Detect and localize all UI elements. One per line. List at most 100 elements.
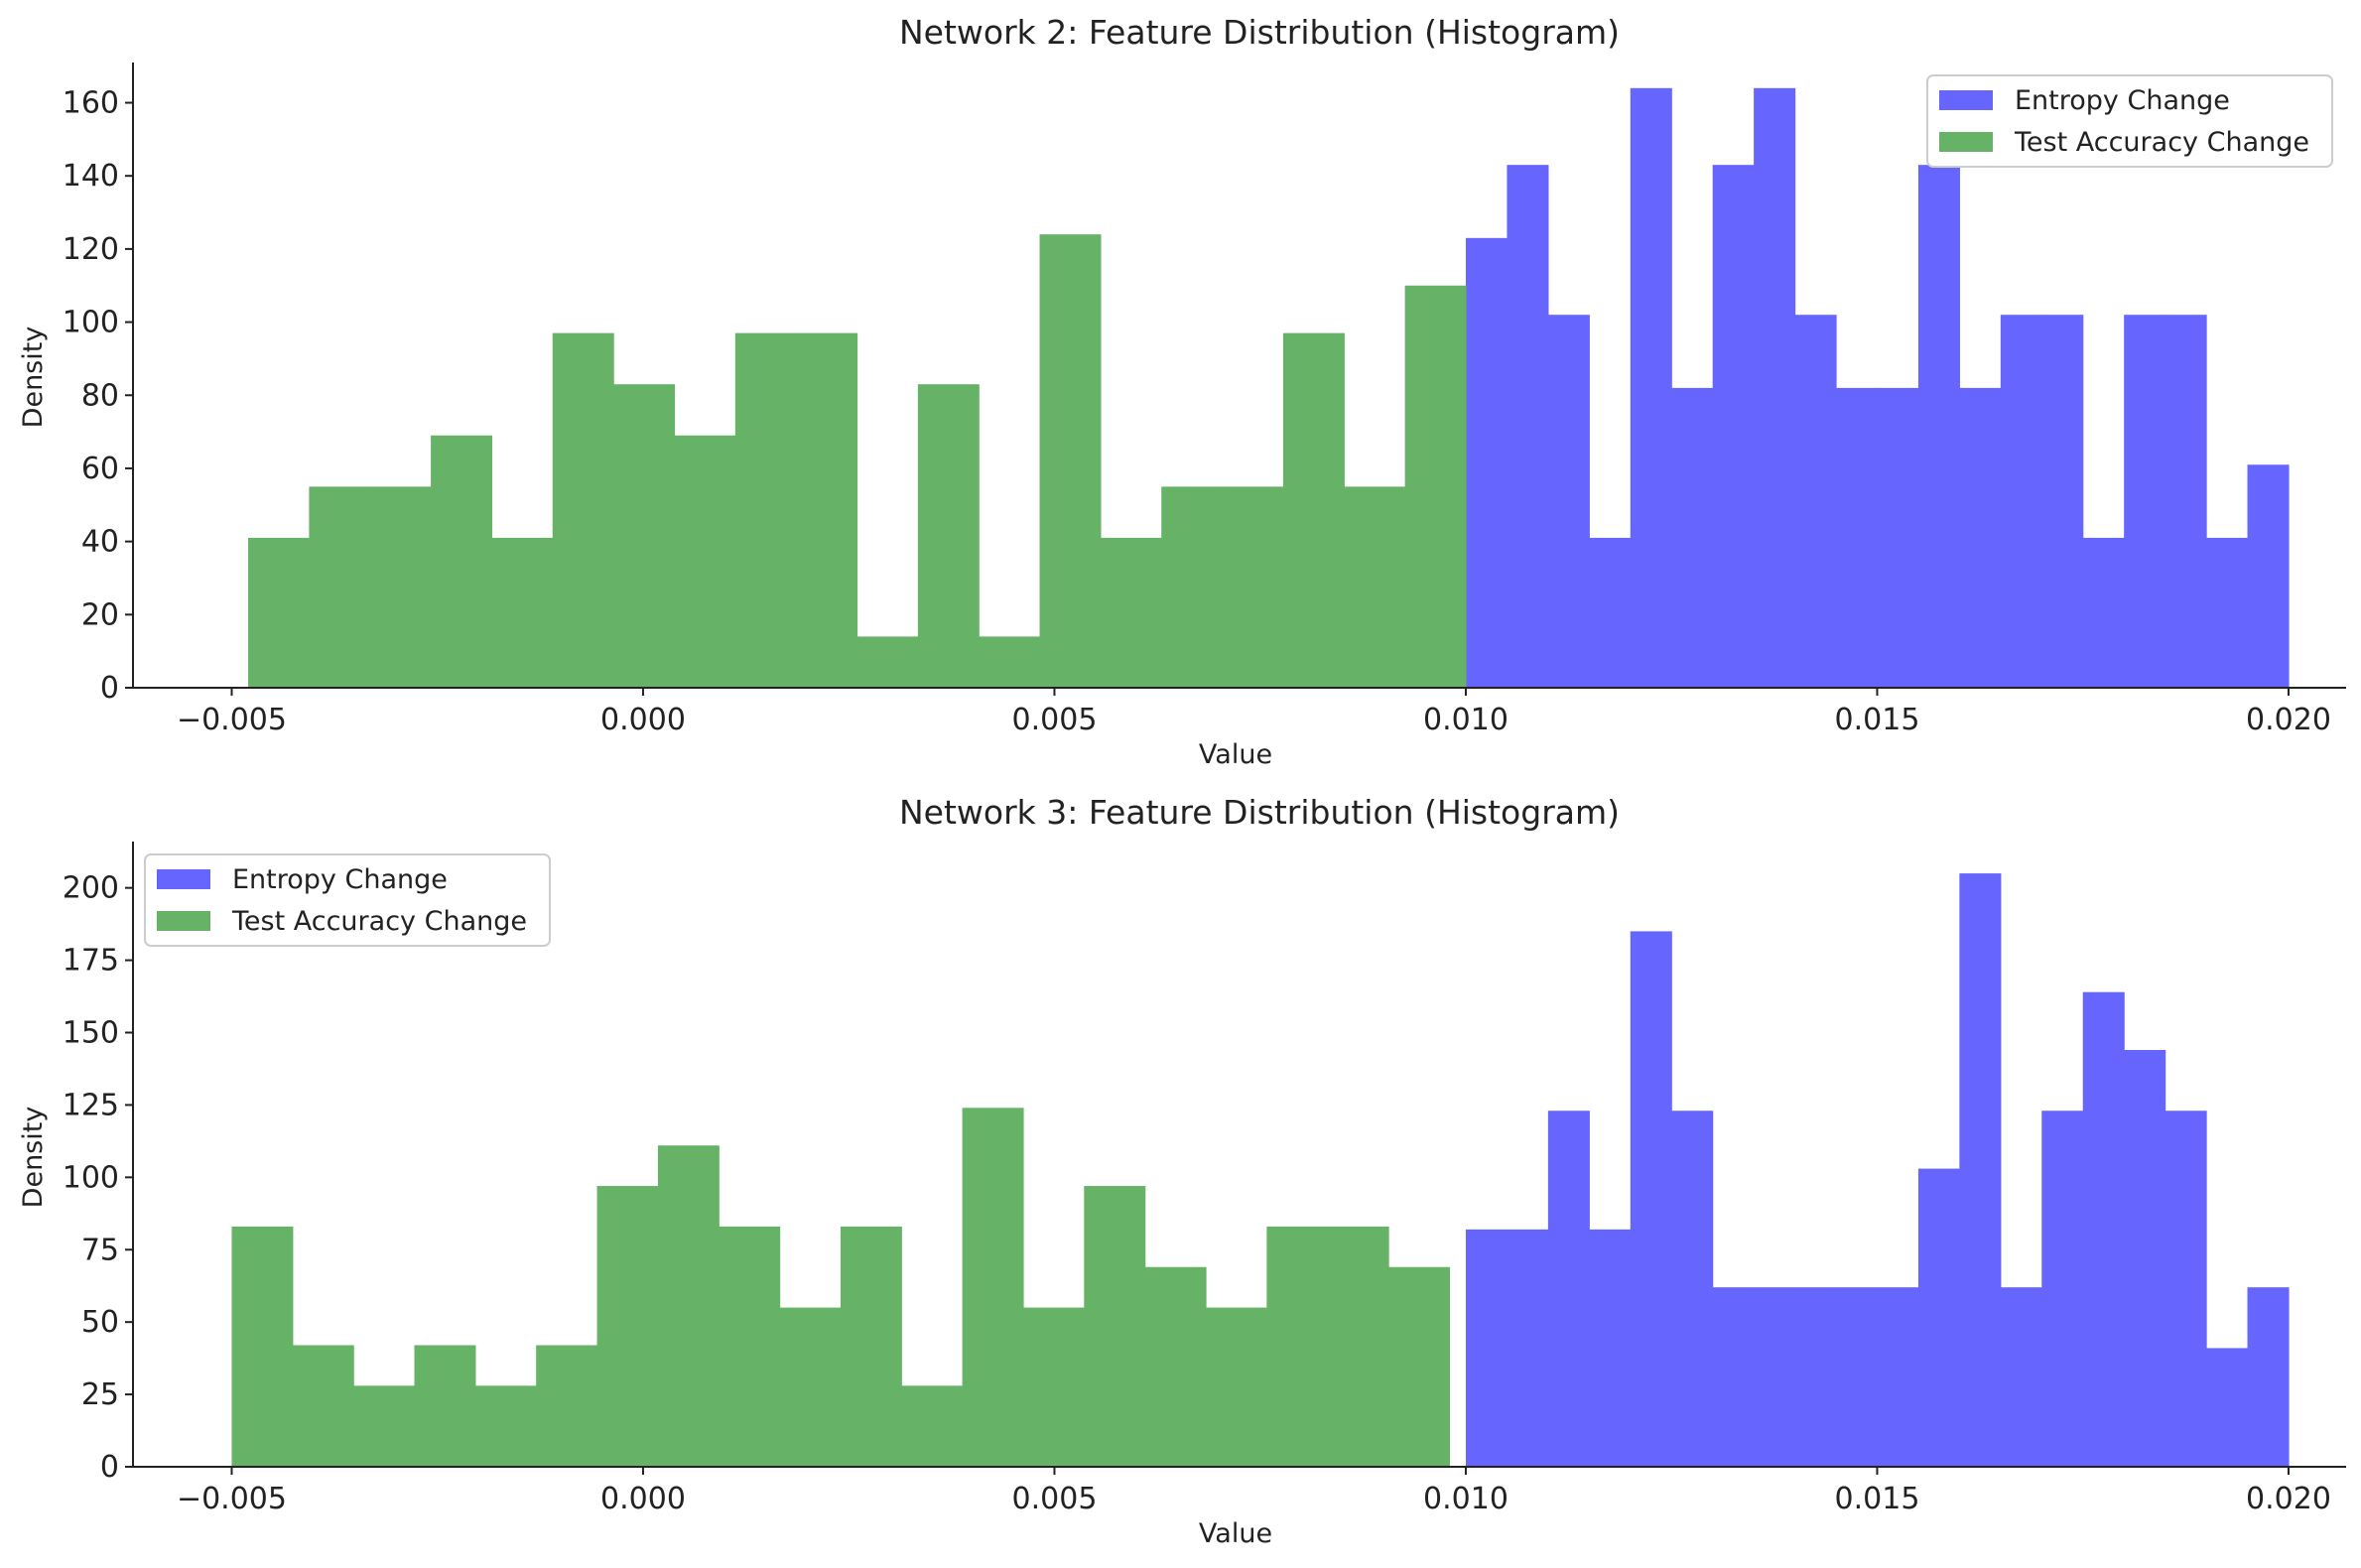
bar-entropy-change [2206,537,2249,688]
x-tick-label: 0.005 [1012,1482,1098,1516]
y-tick-label: 140 [63,159,119,194]
bar-entropy-change [2082,537,2125,688]
x-ticks: −0.005 0.000 0.005 0.010 0.015 0.020 [177,688,2331,737]
bar-test-accuracy-change [248,537,311,688]
bar-entropy-change [1959,387,2002,688]
bar-entropy-change [2124,1050,2166,1467]
bar-test-accuracy-change [796,332,858,688]
bar-entropy-change [1754,1287,1796,1467]
bar-entropy-change [2124,315,2166,688]
y-tick-label: 120 [63,232,119,267]
bar-test-accuracy-change [979,636,1041,688]
bar-test-accuracy-change [840,1226,902,1467]
bar-test-accuracy-change [1206,1307,1267,1467]
bar-entropy-change [2247,464,2290,688]
x-ticks: −0.005 0.000 0.005 0.010 0.015 0.020 [177,1467,2331,1516]
legend-frame [1926,74,2333,168]
bar-entropy-change [2000,1287,2042,1467]
bar-test-accuracy-change [1266,1226,1329,1467]
bar-test-accuracy-change [1327,1226,1389,1467]
legend-label-test-accuracy-change: Test Accuracy Change [231,906,527,937]
bar-test-accuracy-change [1161,486,1224,688]
bar-entropy-change [1836,1287,1879,1467]
bar-test-accuracy-change [962,1108,1024,1467]
y-tick-label: 160 [63,86,119,121]
bar-entropy-change [1507,165,1549,688]
legend-swatch-entropy-change [1939,90,1993,110]
bar-test-accuracy-change [369,486,432,688]
legend-swatch-test-accuracy-change [1939,132,1993,152]
bar-test-accuracy-change [613,384,676,688]
y-tick-label: 150 [63,1016,119,1051]
histogram-bars [248,87,2290,689]
y-tick-label: 175 [63,944,119,979]
bar-entropy-change [2082,991,2125,1467]
y-tick-label: 0 [100,671,119,706]
bar-entropy-change [2041,1111,2084,1467]
bar-test-accuracy-change [1222,486,1284,688]
bar-test-accuracy-change [1022,1307,1085,1467]
bar-test-accuracy-change [657,1145,720,1467]
x-tick-label: 0.010 [1423,1482,1508,1516]
bar-entropy-change [1671,1111,1714,1467]
bar-test-accuracy-change [474,1385,537,1467]
bar-test-accuracy-change [552,332,614,688]
bar-test-accuracy-change [1404,285,1467,688]
legend-label-test-accuracy-change: Test Accuracy Change [2014,127,2309,158]
bar-entropy-change [1589,537,1632,688]
bar-entropy-change [2164,1111,2207,1467]
y-ticks: 0 25 50 75 100 125 150 175 200 [63,871,133,1485]
bar-test-accuracy-change [414,1345,476,1467]
legend-label-entropy-change: Entropy Change [232,864,448,895]
x-tick-label: 0.010 [1423,703,1508,737]
bar-test-accuracy-change [1084,1186,1146,1467]
bar-entropy-change [1794,315,1837,688]
x-tick-label: 0.000 [600,1482,686,1516]
legend: Entropy Change Test Accuracy Change [144,853,551,947]
bar-test-accuracy-change [856,636,919,688]
bar-entropy-change [1754,87,1796,689]
bar-test-accuracy-change [353,1385,416,1467]
y-tick-label: 75 [81,1233,119,1267]
bar-entropy-change [1794,1287,1837,1467]
y-axis-label: Density [18,1107,49,1209]
bar-entropy-change [1630,931,1672,1467]
bar-entropy-change [2164,315,2207,688]
x-tick-label: −0.005 [177,1482,287,1516]
bar-entropy-change [1547,1111,1590,1467]
bar-entropy-change [2041,315,2084,688]
bar-entropy-change [1630,87,1672,689]
bar-test-accuracy-change [734,332,797,688]
bar-test-accuracy-change [719,1226,781,1467]
bar-entropy-change [1671,387,1714,688]
y-ticks: 0 20 40 60 80 100 120 140 160 [63,86,133,706]
x-tick-label: 0.000 [600,703,686,737]
y-tick-label: 0 [100,1450,119,1485]
y-tick-label: 25 [81,1377,119,1412]
legend-swatch-test-accuracy-change [157,911,210,931]
bar-entropy-change [1465,1229,1508,1467]
bar-test-accuracy-change [431,435,493,688]
chart-title: Network 3: Feature Distribution (Histogr… [899,793,1620,832]
bar-entropy-change [1877,387,1919,688]
y-tick-label: 80 [81,378,119,413]
bar-entropy-change [1917,165,1960,688]
x-tick-label: 0.015 [1835,703,1920,737]
x-tick-label: −0.005 [177,703,287,737]
y-tick-label: 50 [81,1305,119,1340]
bar-entropy-change [1836,387,1879,688]
histogram-bars [231,873,2290,1467]
y-tick-label: 40 [81,525,119,560]
bar-entropy-change [2206,1348,2249,1467]
bar-test-accuracy-change [1100,537,1162,688]
x-axis-label: Value [1199,739,1272,770]
histogram-network-3: Network 3: Feature Distribution (Histogr… [18,793,2346,1549]
bar-test-accuracy-change [1388,1266,1450,1467]
bar-test-accuracy-change [491,537,554,688]
bar-entropy-change [1589,1229,1632,1467]
bar-entropy-change [1917,1168,1960,1467]
legend-label-entropy-change: Entropy Change [2015,85,2230,116]
x-tick-label: 0.020 [2246,703,2331,737]
bar-test-accuracy-change [917,384,980,688]
y-tick-label: 60 [81,452,119,486]
